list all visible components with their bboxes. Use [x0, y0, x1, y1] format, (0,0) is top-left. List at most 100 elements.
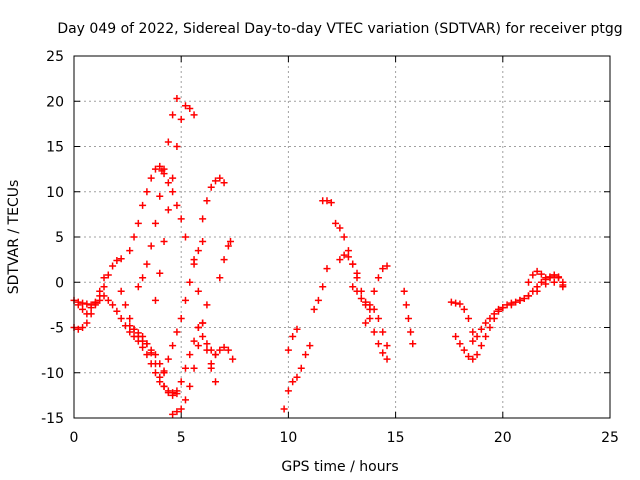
data-point	[186, 382, 194, 390]
data-point	[469, 337, 477, 345]
data-point	[284, 346, 292, 354]
data-point	[169, 174, 177, 182]
data-point	[160, 165, 168, 173]
data-point	[533, 287, 541, 295]
data-point	[169, 111, 177, 119]
data-point	[533, 267, 541, 275]
data-point	[177, 115, 185, 123]
data-point	[220, 179, 228, 187]
data-point	[194, 247, 202, 255]
data-point	[460, 305, 468, 313]
data-point	[323, 197, 331, 205]
data-point	[323, 265, 331, 273]
data-point	[87, 301, 95, 309]
data-point	[452, 333, 460, 341]
x-tick-label: 20	[494, 430, 512, 446]
data-point	[366, 305, 374, 313]
data-point	[151, 165, 159, 173]
data-point	[194, 342, 202, 350]
series-arc-w	[349, 283, 391, 350]
data-point	[100, 292, 108, 300]
data-point	[207, 183, 215, 191]
data-point	[344, 253, 352, 261]
series-arc-f	[126, 322, 202, 399]
data-point	[280, 405, 288, 413]
data-point	[173, 143, 181, 150]
data-point	[456, 340, 464, 348]
series-arc-x	[362, 262, 391, 327]
x-tick-label: 5	[177, 430, 186, 446]
series-arc-i	[134, 95, 181, 291]
series-arc-c	[74, 296, 104, 309]
data-point	[349, 260, 357, 268]
data-point	[336, 256, 344, 264]
data-point	[177, 215, 185, 223]
data-point	[229, 355, 237, 363]
data-point	[143, 351, 151, 359]
data-point	[495, 305, 503, 313]
data-point	[482, 319, 490, 327]
series-arc-r	[284, 325, 301, 354]
x-tick-label: 25	[601, 430, 619, 446]
data-point	[383, 355, 391, 363]
y-tick-label: -10	[41, 366, 64, 382]
series-arc-l	[190, 256, 220, 386]
data-point	[177, 378, 185, 386]
data-point	[147, 174, 155, 182]
y-tick-label: -5	[50, 321, 64, 337]
data-point	[83, 300, 91, 308]
data-point	[194, 287, 202, 295]
data-point	[100, 274, 108, 282]
series-arc-a	[70, 255, 125, 318]
data-point	[130, 233, 138, 241]
data-point	[353, 269, 361, 277]
data-point	[79, 299, 87, 307]
series-arc-t	[319, 197, 335, 207]
data-point	[464, 352, 472, 360]
data-point	[147, 349, 155, 357]
data-point	[306, 342, 314, 350]
data-point	[96, 296, 104, 304]
data-point	[362, 319, 370, 327]
data-point	[525, 278, 533, 286]
data-point	[181, 102, 189, 110]
data-point	[537, 270, 545, 278]
data-point	[181, 364, 189, 372]
data-point	[199, 215, 207, 223]
data-point	[464, 314, 472, 322]
data-point	[374, 314, 382, 322]
data-point	[220, 256, 228, 264]
data-point	[160, 369, 168, 377]
data-point	[216, 346, 224, 354]
data-point	[143, 188, 151, 196]
data-point	[379, 328, 387, 336]
data-point	[520, 295, 528, 303]
data-point	[173, 387, 181, 395]
data-point	[447, 298, 455, 306]
data-point	[473, 333, 481, 341]
series-arc-p	[207, 343, 237, 368]
data-point	[126, 314, 134, 322]
data-point	[121, 301, 129, 309]
data-point	[139, 274, 147, 282]
data-point	[379, 349, 387, 357]
data-point	[169, 391, 177, 399]
data-point	[164, 389, 172, 397]
data-point	[173, 328, 181, 336]
data-point	[203, 301, 211, 309]
data-point	[100, 283, 108, 291]
data-point	[151, 360, 159, 368]
data-point	[456, 300, 464, 308]
data-point	[537, 278, 545, 286]
data-point	[336, 224, 344, 232]
data-point	[186, 351, 194, 359]
data-point	[220, 343, 228, 351]
data-point	[353, 287, 361, 295]
data-point	[143, 260, 151, 268]
data-point	[227, 238, 235, 246]
x-tick-label: 10	[279, 430, 297, 446]
data-point	[109, 301, 117, 309]
data-point	[289, 333, 297, 341]
data-point	[139, 343, 147, 351]
